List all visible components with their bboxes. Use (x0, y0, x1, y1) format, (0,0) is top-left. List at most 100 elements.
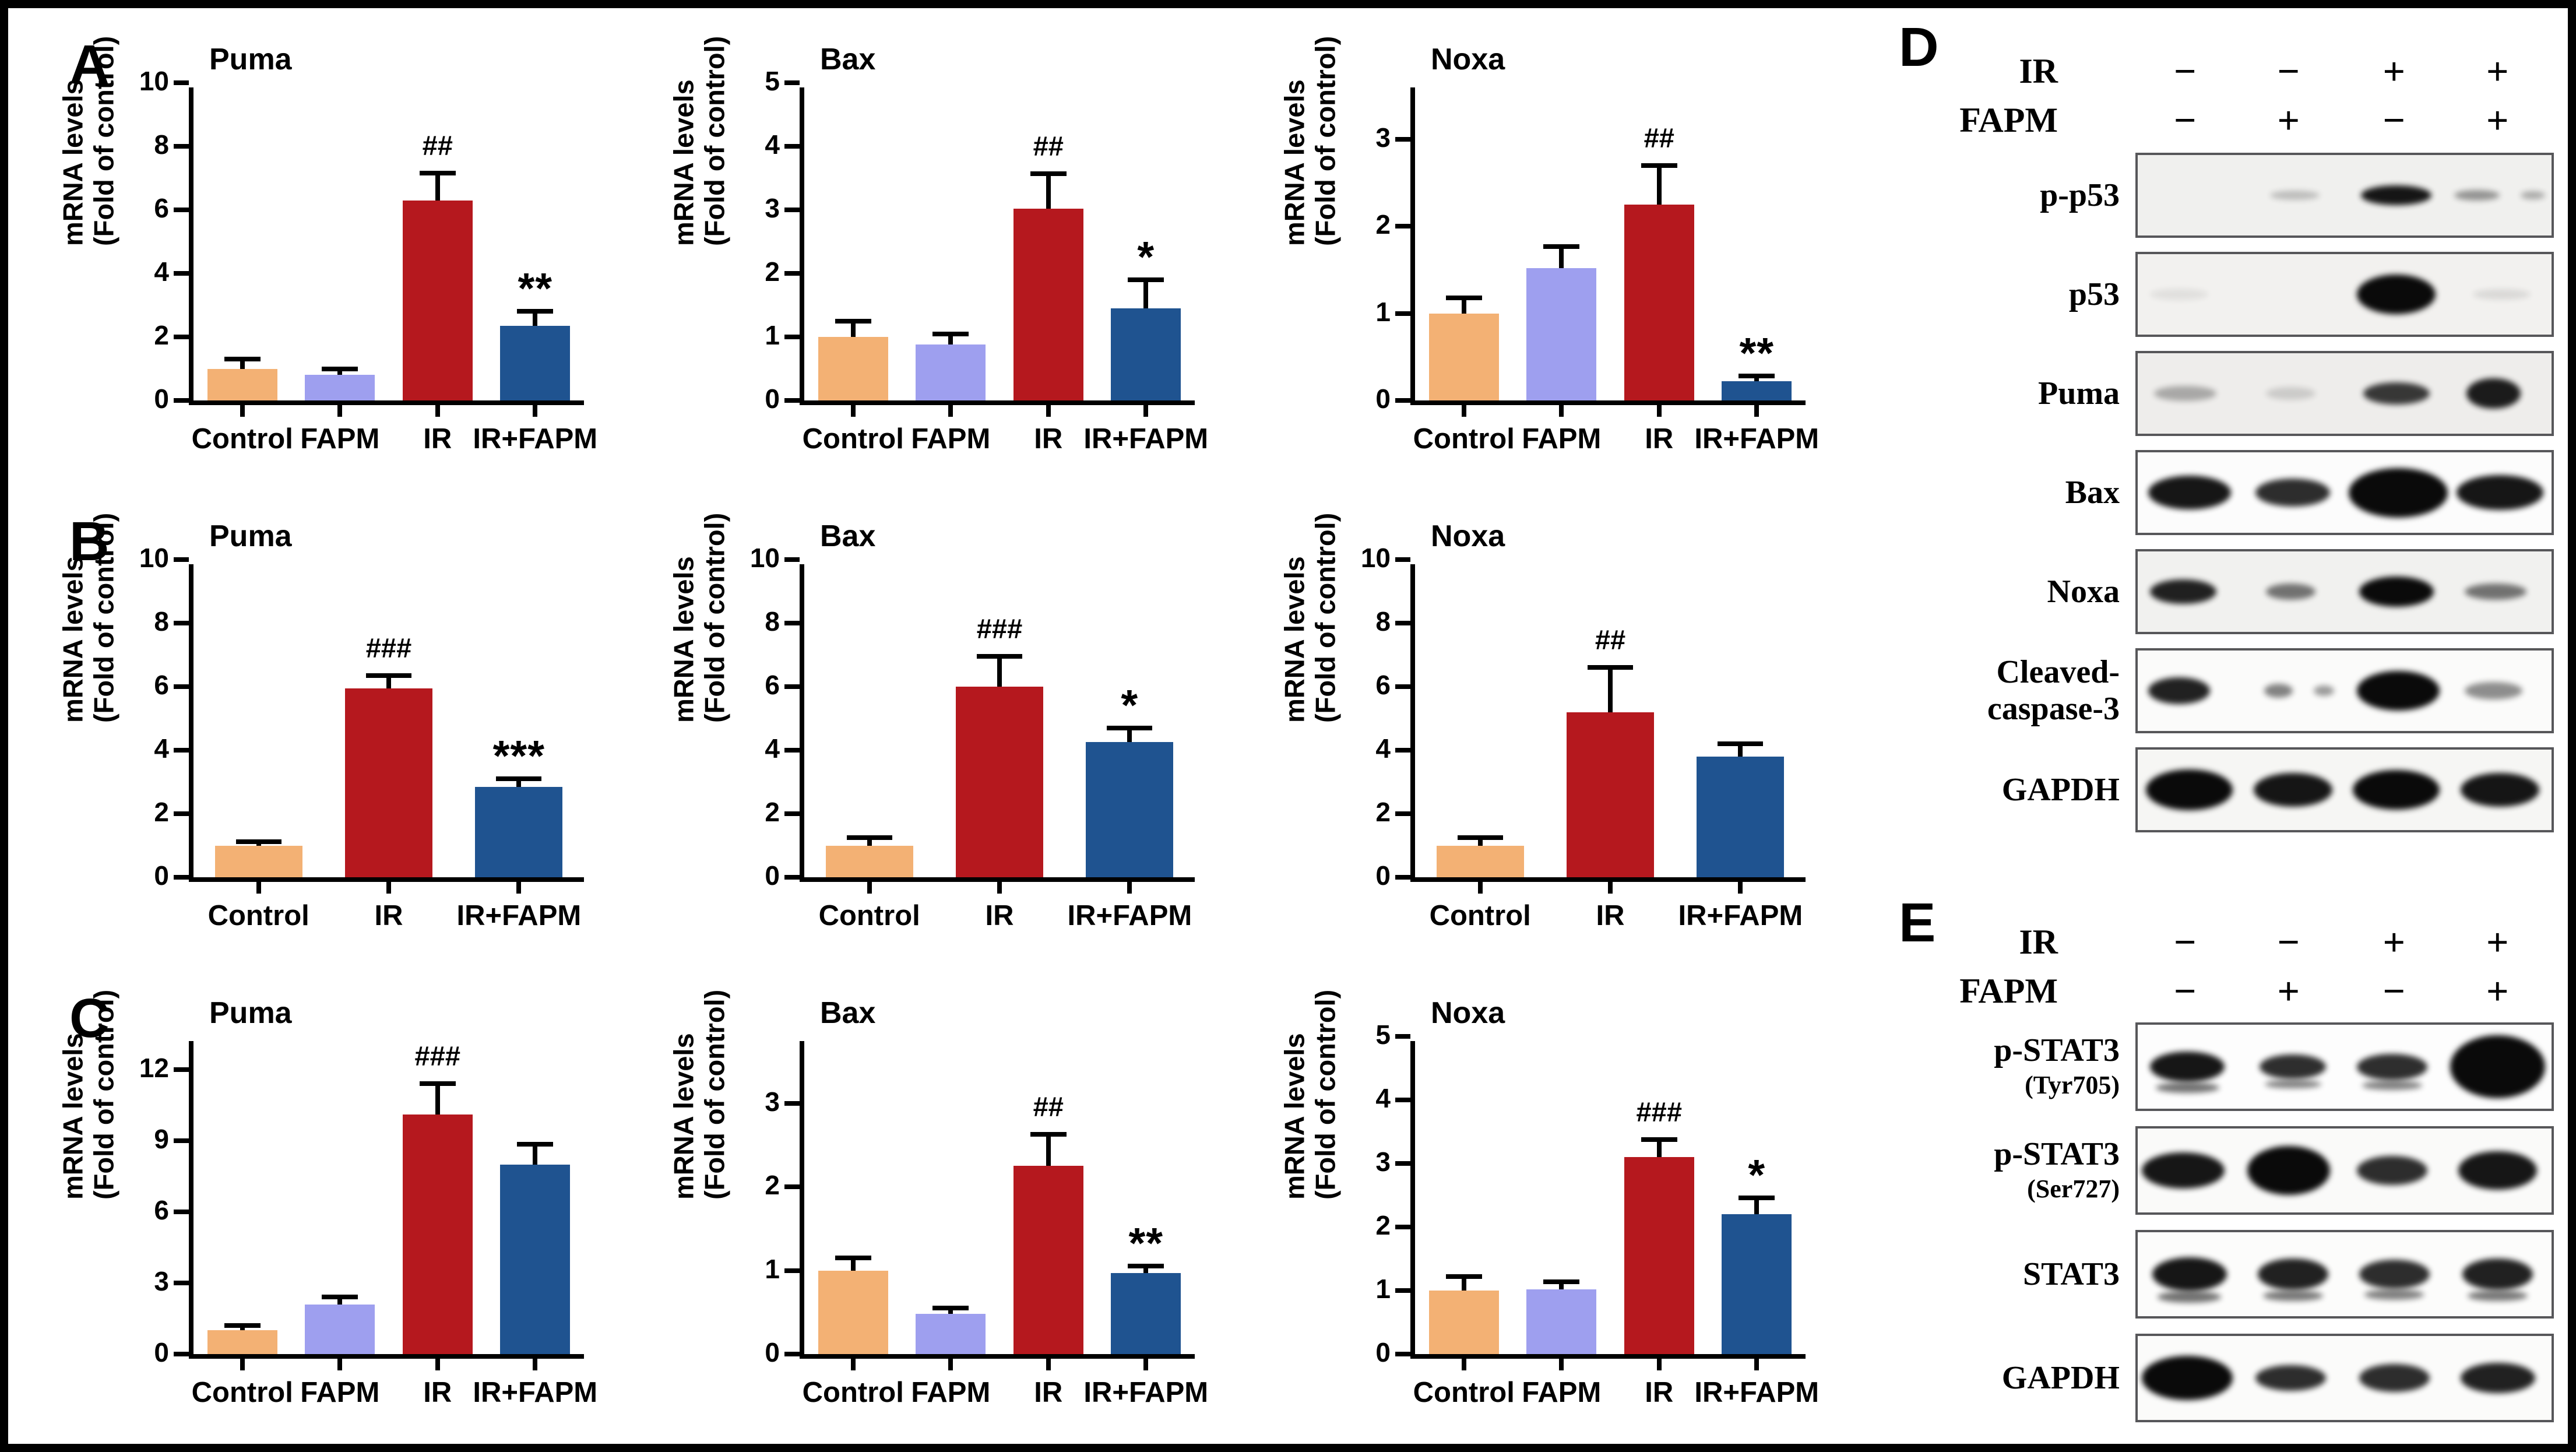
y-tick (1395, 398, 1410, 403)
bar-fapm (1526, 268, 1597, 400)
x-tick (435, 405, 440, 417)
error-bar-cap (322, 366, 358, 371)
x-category-label: IR+FAPM (1694, 1377, 1820, 1408)
error-bar-cap (932, 1306, 969, 1311)
y-tick (174, 1209, 189, 1214)
y-tick-label: 6 (1375, 670, 1391, 700)
blot-strip-cleaved-caspase-3 (2135, 648, 2554, 733)
y-tick (174, 1138, 189, 1143)
x-tick (516, 882, 522, 894)
blot-strip-p53 (2135, 252, 2554, 337)
y-tick (784, 271, 800, 276)
y-tick (784, 80, 800, 85)
error-bar (337, 368, 343, 375)
y-tick-label: 6 (765, 670, 780, 700)
blot-band (2454, 190, 2500, 201)
blot-row-label-line: Bax (2065, 474, 2120, 511)
bar-control (825, 845, 913, 877)
blot-band (2148, 677, 2211, 704)
bar-ir (1624, 205, 1694, 400)
y-tick-label: 4 (765, 129, 780, 160)
y-tick-label: 3 (154, 1266, 169, 1296)
bar-fapm (305, 1304, 375, 1354)
significance-label: * (1137, 232, 1155, 281)
bar-control (1436, 845, 1524, 877)
x-tick (1656, 405, 1662, 417)
blot-row-label-line: GAPDH (2001, 771, 2120, 808)
significance-label: ### (976, 613, 1023, 645)
blot-row-label-p-stat3-ser727: p-STAT3 (Ser727) (1891, 1126, 2132, 1215)
x-tick (1143, 1359, 1149, 1370)
error-bar-cap (235, 839, 281, 844)
bar-control (1428, 1291, 1499, 1354)
error-bar-cap (224, 1323, 261, 1328)
error-bar-cap (1457, 835, 1503, 840)
x-tick (867, 882, 872, 894)
plus-symbol: + (2383, 49, 2406, 93)
error-bar-cap (322, 1295, 358, 1300)
blot-strip-puma (2135, 351, 2554, 436)
chart-a-puma: Puma mRNA levels (Fold of control) 0 2 4 6 8 10 C… (57, 36, 598, 455)
minus-symbol: − (2383, 969, 2406, 1013)
error-bar (1656, 165, 1662, 205)
blot-row-label-bax: Bax (1891, 450, 2132, 535)
error-bar-cap (1128, 277, 1164, 282)
y-tick-label: 0 (765, 1337, 780, 1367)
blot-strip-p-stat3-tyr705 (2135, 1022, 2554, 1111)
y-tick-label: 2 (765, 256, 780, 287)
error-bar (850, 321, 856, 337)
error-bar (1127, 727, 1132, 743)
y-tick-label: 3 (1375, 122, 1391, 153)
significance-label: ## (1644, 122, 1674, 153)
blot-strip-stat3 (2135, 1230, 2554, 1319)
y-tick-label: 3 (765, 193, 780, 223)
y-tick (174, 557, 189, 562)
y-tick-label: 0 (765, 384, 780, 414)
y-tick (1395, 1098, 1410, 1102)
plot-area: 0 1 2 3 Control FAPM ## IR ** IR+FAPM (1375, 87, 1819, 455)
error-bar (1738, 744, 1743, 757)
x-tick (240, 1359, 245, 1370)
panel-e-blots: E IR − − + + FAPM − + − + p-STAT3 (Tyr705) p-STAT3 (Se… (1891, 890, 2568, 1444)
blot-band (2456, 475, 2543, 510)
y-tick (174, 271, 189, 276)
blot-band-secondary (2262, 1290, 2323, 1302)
x-category-label: IR (1645, 1377, 1674, 1408)
error-bar (1656, 1139, 1662, 1158)
error-bar (1046, 1134, 1051, 1166)
error-bar-cap (1030, 171, 1067, 176)
y-tick-label: 4 (154, 256, 169, 287)
x-tick (1559, 405, 1564, 417)
y-tick (1395, 1034, 1410, 1039)
x-category-label: FAPM (911, 423, 991, 455)
x-tick (1608, 882, 1613, 894)
y-tick-label: 9 (154, 1123, 169, 1154)
error-bar (867, 837, 872, 846)
x-category-label: IR+FAPM (1083, 1377, 1209, 1408)
y-tick-label: 0 (154, 860, 169, 891)
y-tick-label: 8 (765, 606, 780, 637)
x-tick (337, 1359, 343, 1370)
blot-band (2257, 1258, 2328, 1290)
error-bar (1477, 837, 1483, 846)
blot-band (2458, 1151, 2538, 1190)
y-tick (1395, 1225, 1410, 1229)
x-category-label: IR+FAPM (473, 1377, 598, 1408)
y-tick-label: 4 (1375, 1083, 1391, 1113)
blot-row-label-gapdh: GAPDH (1891, 747, 2132, 832)
x-tick (1461, 1359, 1466, 1370)
bar-ir (345, 688, 432, 877)
bar-ir (1013, 1166, 1083, 1354)
plot-area: 0 2 4 6 8 10 Control ### IR *** IR+FAPM (139, 544, 584, 931)
blot-band (2359, 576, 2434, 607)
bar-charts-area: A B C Puma mRNA levels (Fold of control) 0 2… (14, 13, 1876, 1444)
error-bar-cap (1445, 295, 1482, 300)
y-tick-label: 2 (1375, 1210, 1391, 1240)
blot-band-secondary (2158, 1291, 2222, 1303)
y-tick-label: 0 (765, 860, 780, 891)
x-category-label: Control (191, 1377, 293, 1408)
y-tick-label: 0 (1375, 1337, 1391, 1367)
x-tick (533, 1359, 538, 1370)
y-tick (174, 748, 189, 753)
